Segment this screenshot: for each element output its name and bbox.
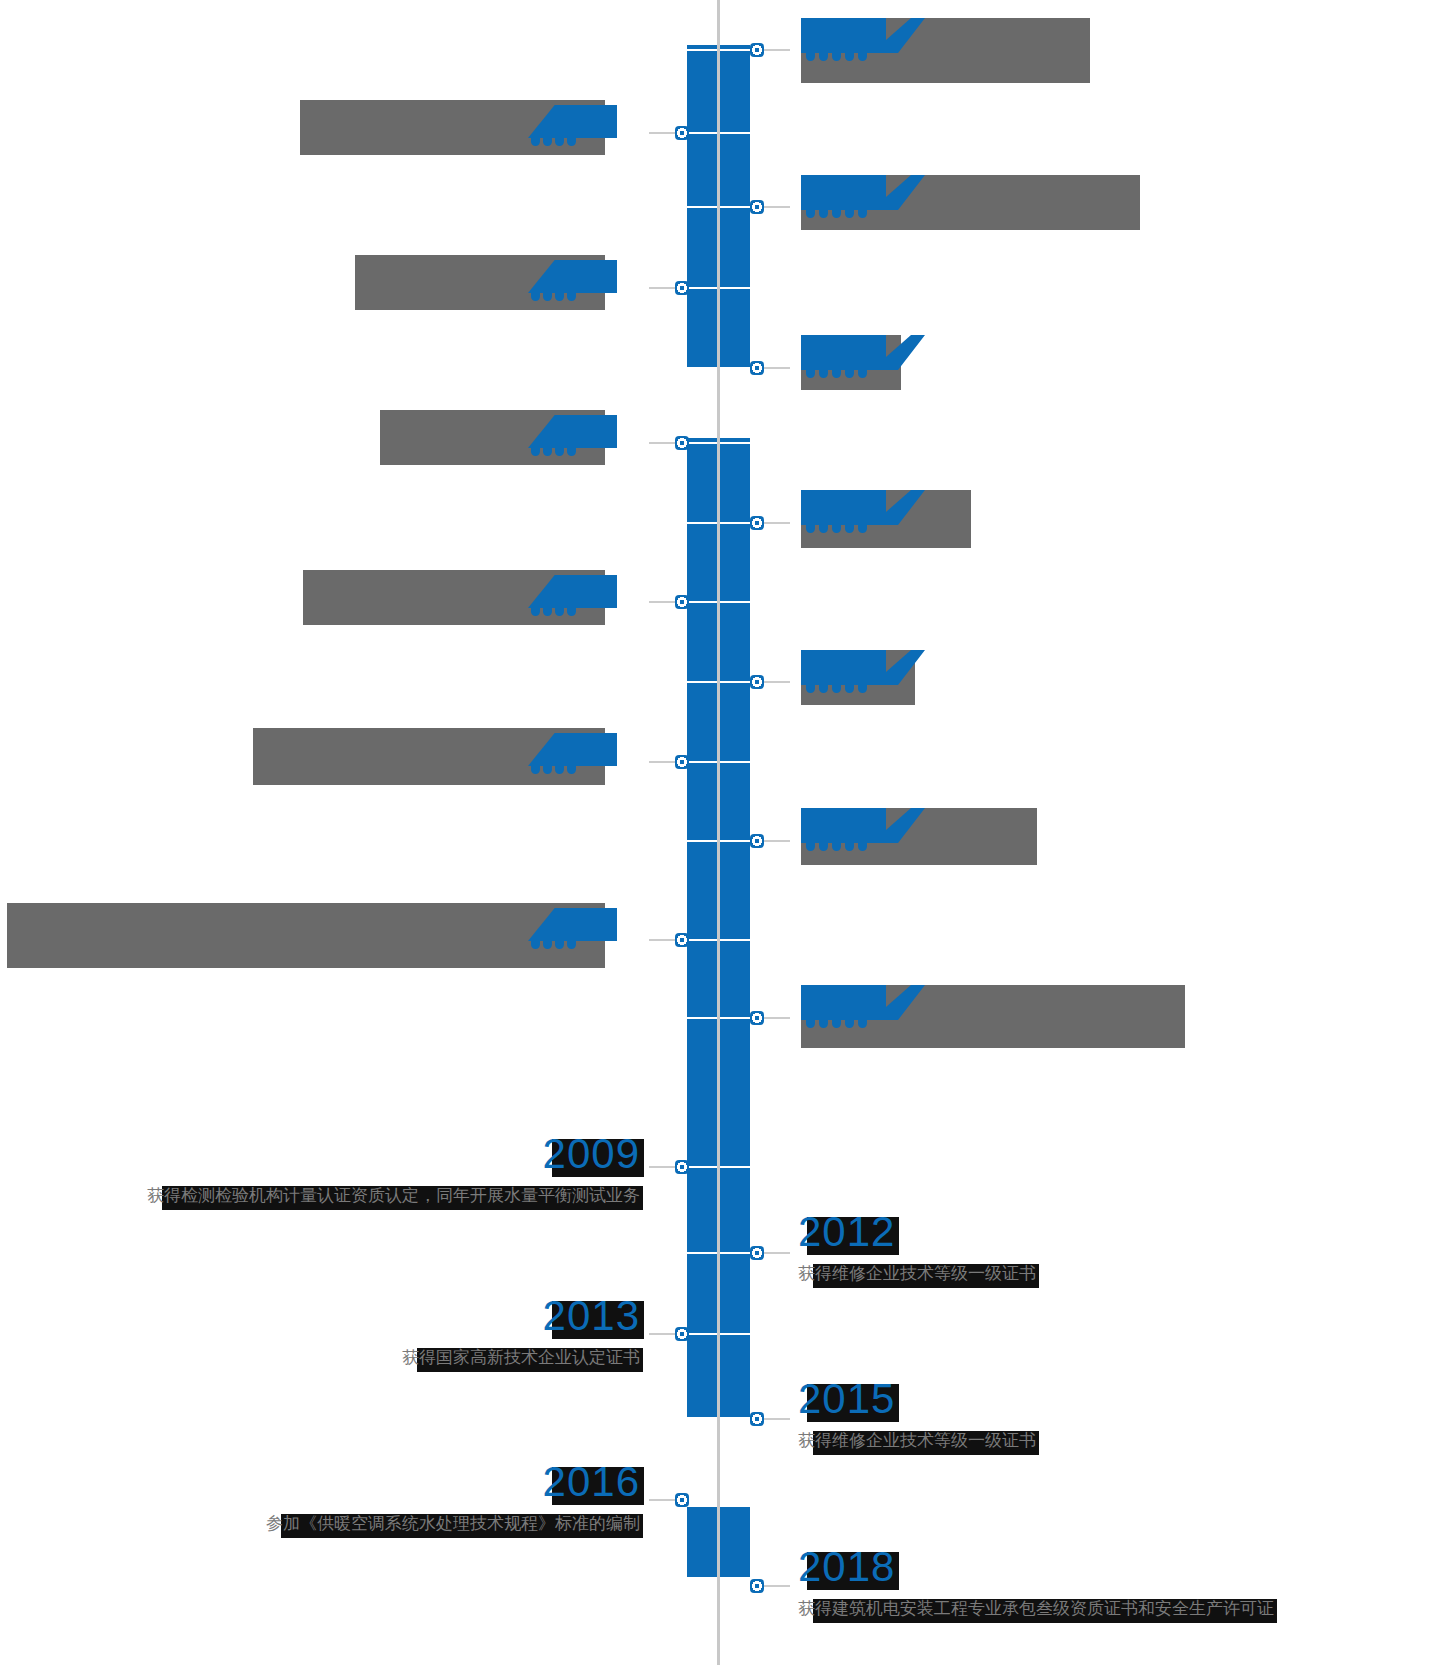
timeline-entry-redacted — [7, 903, 605, 968]
entry-year: 2012 — [798, 1211, 895, 1253]
year-selection-highlight — [807, 1552, 899, 1590]
timeline-page: 2009 获得检测检验机构计量认证资质认定，同年开展水量平衡测试业务 2012 获得维… — [0, 0, 1435, 1665]
entry-year: 2018 — [798, 1546, 895, 1588]
timeline-node-icon[interactable] — [750, 516, 764, 530]
timeline-node-icon[interactable] — [675, 933, 689, 947]
timeline-node-icon[interactable] — [675, 1493, 689, 1507]
timeline-node-icon[interactable] — [675, 126, 689, 140]
year-highlight-shape — [801, 335, 932, 370]
entry-year: 2013 — [543, 1295, 640, 1337]
description-selection-highlight — [417, 1348, 643, 1372]
entry-description: 获得维修企业技术等级一级证书 — [798, 1431, 1036, 1451]
entry-description: 获得检测检验机构计量认证资质认定，同年开展水量平衡测试业务 — [147, 1186, 640, 1206]
timeline-node-icon[interactable] — [750, 675, 764, 689]
timeline-node-icon[interactable] — [750, 834, 764, 848]
entry-description: 获得维修企业技术等级一级证书 — [798, 1264, 1036, 1284]
timeline-node-icon[interactable] — [750, 1412, 764, 1426]
timeline-node-icon[interactable] — [675, 436, 689, 450]
timeline-node-icon[interactable] — [675, 281, 689, 295]
timeline-entry: 2012 获得维修企业技术等级一级证书 — [798, 1211, 1418, 1284]
year-selection-highlight — [807, 1217, 899, 1255]
entry-year: 2016 — [543, 1461, 640, 1503]
timeline-node-icon[interactable] — [675, 595, 689, 609]
description-selection-highlight — [281, 1514, 643, 1538]
timeline-entry: 2018 获得建筑机电安装工程专业承包叁级资质证书和安全生产许可证 — [798, 1546, 1418, 1619]
timeline-entry: 2009 获得检测检验机构计量认证资质认定，同年开展水量平衡测试业务 — [0, 1133, 640, 1206]
description-selection-highlight — [162, 1186, 643, 1210]
timeline-node-icon[interactable] — [750, 361, 764, 375]
year-selection-highlight — [552, 1467, 644, 1505]
description-selection-highlight — [813, 1599, 1277, 1623]
entry-description: 参加《供暖空调系统水处理技术规程》标准的编制 — [266, 1514, 640, 1534]
entry-year: 2015 — [798, 1378, 895, 1420]
timeline-entry: 2015 获得维修企业技术等级一级证书 — [798, 1378, 1418, 1451]
timeline-node-icon[interactable] — [675, 1160, 689, 1174]
timeline-node-icon[interactable] — [750, 200, 764, 214]
timeline-entry: 2016 参加《供暖空调系统水处理技术规程》标准的编制 — [0, 1461, 640, 1534]
timeline-node-icon[interactable] — [675, 1327, 689, 1341]
timeline-node-icon[interactable] — [750, 43, 764, 57]
description-selection-highlight — [813, 1264, 1039, 1288]
timeline-axis-line — [717, 0, 720, 1665]
year-selection-highlight — [552, 1301, 644, 1339]
year-selection-highlight — [552, 1139, 644, 1177]
description-selection-highlight — [813, 1431, 1039, 1455]
timeline-node-icon[interactable] — [750, 1579, 764, 1593]
year-selection-highlight — [807, 1384, 899, 1422]
entry-description: 获得国家高新技术企业认定证书 — [402, 1348, 640, 1368]
timeline-entry: 2013 获得国家高新技术企业认定证书 — [0, 1295, 640, 1368]
entry-description: 获得建筑机电安装工程专业承包叁级资质证书和安全生产许可证 — [798, 1599, 1274, 1619]
entry-year: 2009 — [543, 1133, 640, 1175]
timeline-node-icon[interactable] — [750, 1011, 764, 1025]
timeline-node-icon[interactable] — [675, 755, 689, 769]
timeline-node-icon[interactable] — [750, 1246, 764, 1260]
